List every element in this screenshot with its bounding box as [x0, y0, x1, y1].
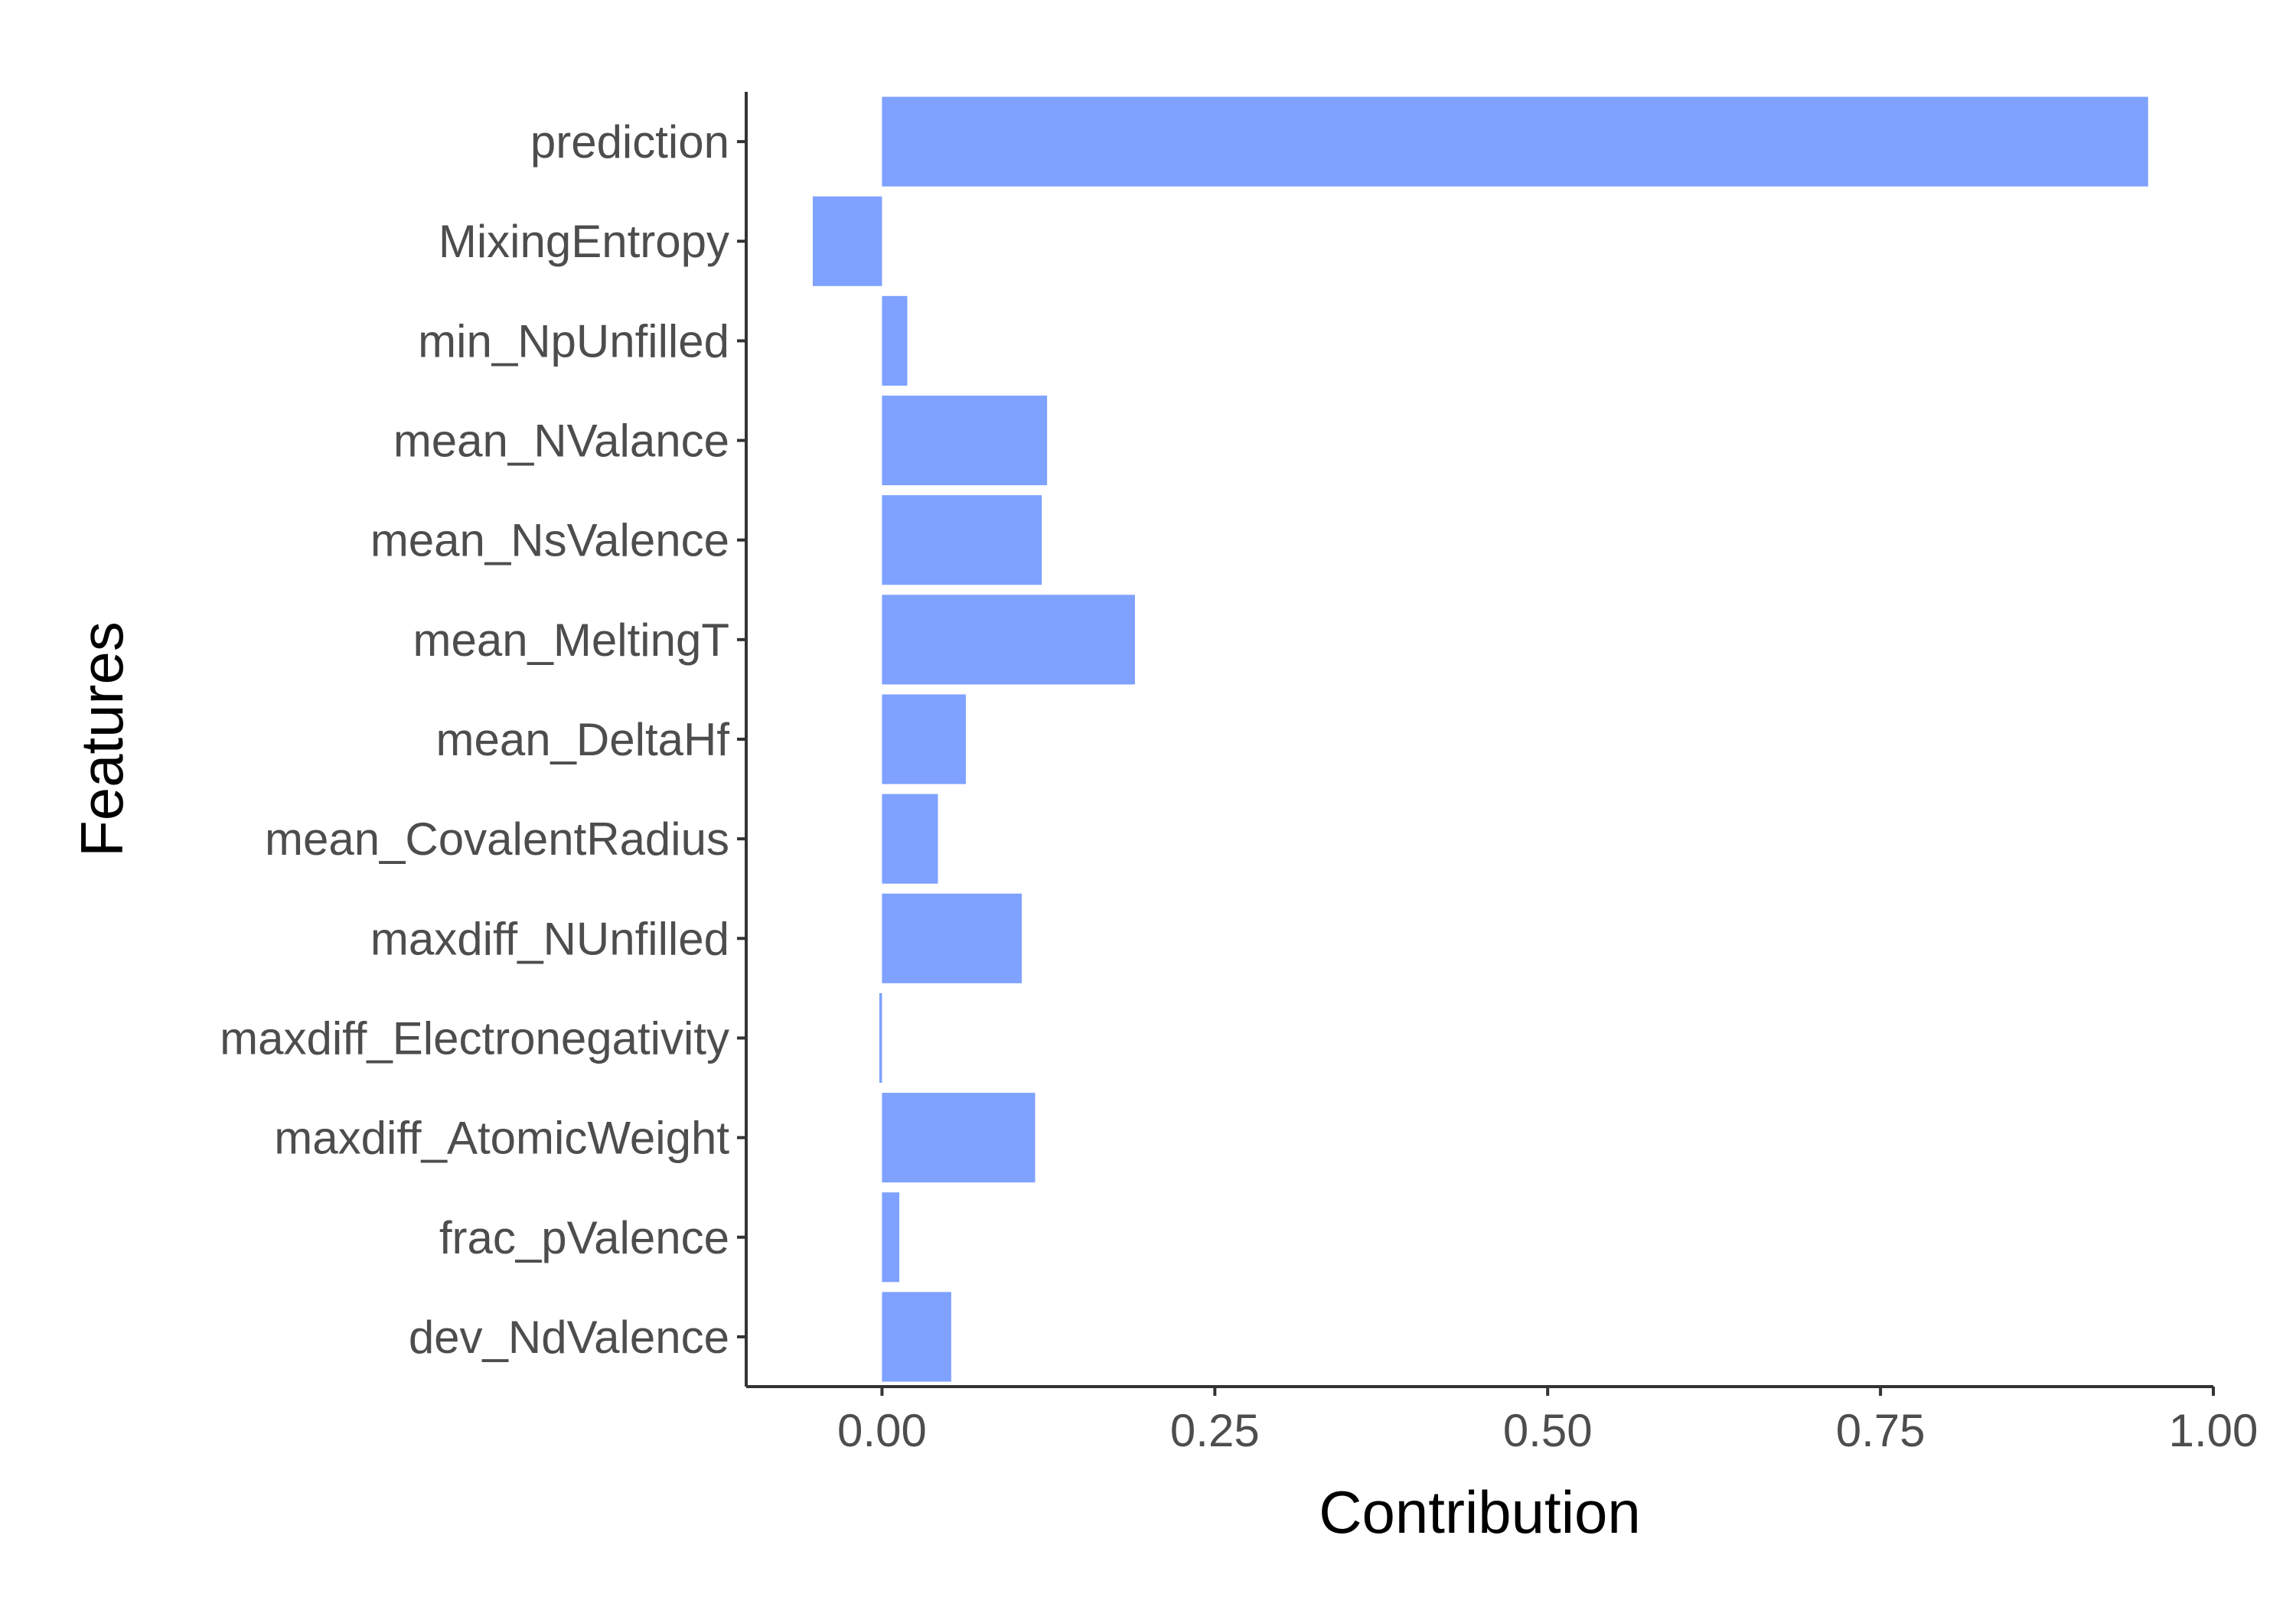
- bar-mean_NValance: [882, 395, 1048, 486]
- y-tick-label: mean_NValance: [393, 416, 729, 467]
- x-tick-label: 0.50: [1503, 1405, 1593, 1456]
- bar-prediction: [882, 96, 2148, 187]
- y-tick-label: maxdiff_AtomicWeight: [274, 1113, 729, 1164]
- y-axis-title: Features: [68, 621, 135, 857]
- y-tick-label: maxdiff_Electronegativity: [220, 1012, 729, 1064]
- bar-MixingEntropy: [812, 196, 882, 286]
- bar-mean_NsValence: [882, 495, 1042, 585]
- y-tick-label: min_NpUnfilled: [418, 315, 729, 367]
- y-tick-label: dev_NdValence: [409, 1312, 729, 1363]
- bar-mean_CovalentRadius: [882, 794, 938, 884]
- y-tick-label: frac_pValence: [439, 1212, 729, 1263]
- x-tick-label: 0.75: [1836, 1405, 1926, 1456]
- y-tick-label: mean_MeltingT: [413, 614, 729, 666]
- bar-maxdiff_Electronegativity: [879, 993, 882, 1084]
- bars-layer: [812, 96, 2148, 1382]
- y-tick-label: mean_NsValence: [370, 515, 729, 566]
- y-tick-label: maxdiff_NUnfilled: [370, 913, 729, 964]
- y-axis-ticks: prediction MixingEntropy min_NpUnfilledmea…: [220, 116, 746, 1363]
- y-tick-label: mean_CovalentRadius: [265, 813, 729, 865]
- x-axis-ticks: 0.00 0.25 0.50 0.75 1.00: [837, 1387, 2258, 1456]
- bar-maxdiff_AtomicWeight: [882, 1093, 1035, 1183]
- x-axis-title: Contribution: [1319, 1478, 1641, 1546]
- x-tick-label: 0.25: [1170, 1405, 1260, 1456]
- y-tick-label: prediction: [530, 116, 729, 168]
- bar-mean_DeltaHf: [882, 694, 967, 784]
- y-tick-label: mean_DeltaHf: [435, 714, 729, 765]
- bar-frac_pValence: [882, 1192, 900, 1283]
- x-tick-label: 0.00: [837, 1405, 927, 1456]
- y-tick-label: MixingEntropy: [439, 216, 729, 267]
- bar-mean_MeltingT: [882, 595, 1135, 685]
- bar-min_NpUnfilled: [882, 295, 908, 386]
- x-tick-label: 1.00: [2169, 1405, 2258, 1456]
- bar-dev_NdValence: [882, 1292, 951, 1382]
- bar-maxdiff_NUnfilled: [882, 893, 1022, 983]
